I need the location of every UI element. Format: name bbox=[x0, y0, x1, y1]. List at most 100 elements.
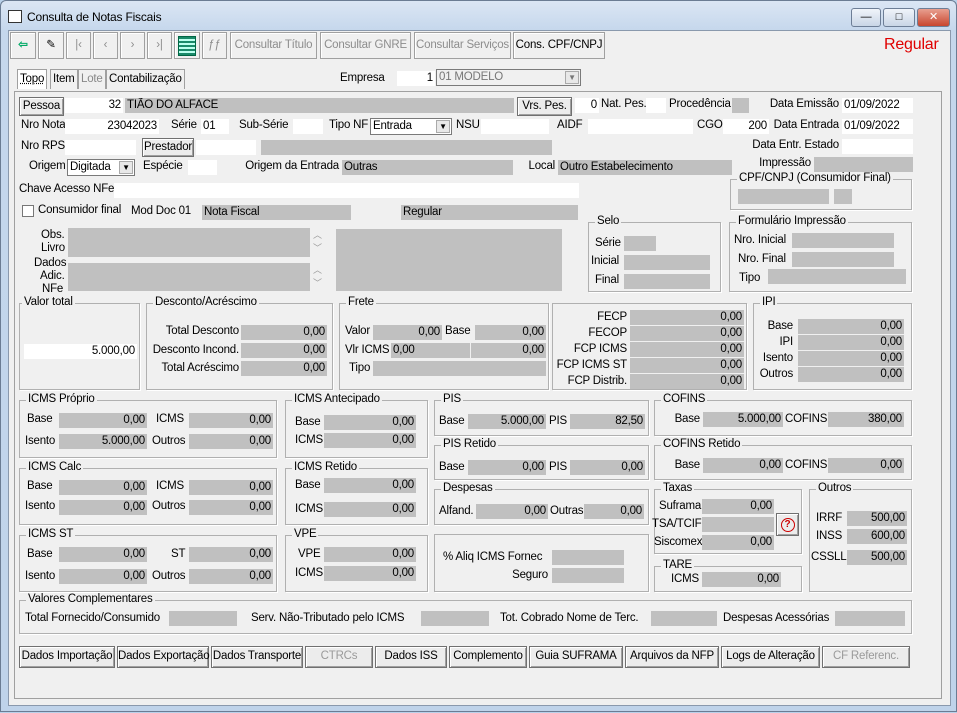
especie-field[interactable] bbox=[188, 160, 217, 175]
valor-total-field[interactable]: 5.000,00 bbox=[24, 344, 137, 359]
formulario-title: Formulário Impressão bbox=[736, 215, 848, 227]
cpf-group-title: CPF/CNPJ (Consumidor Final) bbox=[737, 172, 893, 184]
tab-lote[interactable]: Lote bbox=[78, 69, 106, 89]
consultar-servicos-button[interactable]: Consultar Serviços bbox=[414, 32, 511, 59]
taxas-group: Taxas bbox=[654, 482, 802, 554]
dados-adic-textarea[interactable] bbox=[68, 263, 310, 291]
mod-doc-label: Mod Doc 01 bbox=[131, 205, 192, 217]
disabled-icon[interactable]: ƒƒ bbox=[202, 32, 227, 59]
arquivos-nfp-button[interactable]: Arquivos da NFP bbox=[625, 646, 719, 668]
tab-item[interactable]: Item bbox=[50, 69, 78, 89]
despesas-title: Despesas bbox=[441, 482, 495, 494]
eraser-icon[interactable]: ✎ bbox=[38, 32, 64, 59]
exit-icon[interactable]: ⇦ bbox=[10, 32, 36, 59]
total-fornecido-field bbox=[169, 611, 237, 626]
sub-serie-field[interactable] bbox=[293, 119, 323, 134]
ipi-base-field: 0,00 bbox=[798, 319, 904, 334]
origem-label: Origem bbox=[29, 160, 66, 172]
origem-entrada-label: Origem da Entrada bbox=[245, 160, 339, 172]
empresa-select[interactable]: 01 MODELO ▼ bbox=[436, 69, 581, 86]
logs-alteracao-button[interactable]: Logs de Alteração bbox=[721, 646, 820, 668]
consultar-titulo-button[interactable]: Consultar Título bbox=[230, 32, 317, 59]
icms-antecipado-icms-label: ICMS bbox=[295, 434, 323, 446]
dados-transporte-button[interactable]: Dados Transporte bbox=[211, 646, 303, 668]
nro-rps-field[interactable] bbox=[65, 140, 136, 155]
nro-nota-field[interactable]: 23042023 bbox=[65, 119, 159, 134]
origem-select[interactable]: Digitada ▼ bbox=[67, 159, 135, 176]
vpe-vpe-field: 0,00 bbox=[324, 547, 416, 562]
icms-st-base-label: Base bbox=[27, 548, 53, 560]
prestador-code[interactable] bbox=[196, 140, 256, 155]
data-emissao-field[interactable]: 01/09/2022 bbox=[842, 98, 913, 113]
dados-exportacao-button[interactable]: Dados Exportação bbox=[117, 646, 210, 668]
help-button[interactable]: ? bbox=[776, 513, 799, 536]
last-record-icon[interactable]: ›| bbox=[147, 32, 172, 59]
adic-label: Adic. bbox=[40, 270, 65, 282]
pis-title: PIS bbox=[441, 393, 463, 405]
pessoa-button[interactable]: Pessoa bbox=[19, 97, 64, 116]
vrs-pes-button[interactable]: Vrs. Pes. bbox=[517, 97, 572, 116]
client-area: ⇦ ✎ |‹ ‹ › ›| ƒƒ Consultar Título Consul… bbox=[8, 30, 951, 706]
consumidor-final-label: Consumidor final bbox=[38, 204, 122, 216]
dados-scroll-icon[interactable]: ︿ ﹀ bbox=[313, 265, 322, 288]
nat-pes-field[interactable] bbox=[646, 98, 666, 113]
nat-pes-value[interactable]: 0 bbox=[575, 98, 599, 113]
cgo-field[interactable]: 200 bbox=[723, 119, 769, 134]
tipo-field bbox=[768, 269, 906, 284]
icms-st-isento-label: Isento bbox=[25, 570, 56, 582]
vpe-group: VPE bbox=[285, 528, 428, 592]
aidf-field[interactable] bbox=[588, 119, 693, 134]
cf-referenc-button[interactable]: CF Referenc. bbox=[822, 646, 910, 668]
prestador-button[interactable]: Prestador bbox=[142, 138, 194, 157]
previous-record-icon[interactable]: ‹ bbox=[93, 32, 118, 59]
icms-calc-icms-field: 0,00 bbox=[189, 480, 273, 495]
seguro-label: Seguro bbox=[512, 569, 548, 581]
guia-suframa-button[interactable]: Guia SUFRAMA bbox=[529, 646, 623, 668]
chave-field[interactable] bbox=[114, 183, 579, 198]
frete-vlr-icms-field-2: 0,00 bbox=[471, 343, 546, 358]
obs-scroll-icon[interactable]: ︿ ﹀ bbox=[313, 230, 322, 253]
first-record-icon[interactable]: |‹ bbox=[66, 32, 91, 59]
tab-contabilizacao[interactable]: Contabilização bbox=[106, 69, 185, 89]
maximize-button[interactable]: □ bbox=[883, 8, 915, 27]
serie-field[interactable]: 01 bbox=[201, 119, 229, 134]
ctrcs-button[interactable]: CTRCs bbox=[305, 646, 373, 668]
despesas-acessorias-field bbox=[835, 611, 905, 626]
grid-icon[interactable] bbox=[174, 32, 200, 59]
icms-proprio-outros-field: 0,00 bbox=[189, 434, 273, 449]
cons-cpf-cnpj-button[interactable]: Cons. CPF/CNPJ bbox=[513, 32, 605, 59]
empresa-code[interactable]: 1 bbox=[397, 71, 435, 86]
pis-base-label: Base bbox=[439, 415, 465, 427]
obs-textarea-2[interactable] bbox=[336, 229, 562, 291]
tab-topo[interactable]: Topo bbox=[17, 69, 48, 89]
consumidor-final-checkbox[interactable] bbox=[22, 205, 34, 217]
dados-iss-button[interactable]: Dados ISS bbox=[375, 646, 447, 668]
nsu-field[interactable] bbox=[481, 119, 549, 134]
total-acrescimo-label: Total Acréscimo bbox=[161, 362, 239, 374]
data-entrada-field[interactable]: 01/09/2022 bbox=[842, 119, 913, 134]
tot-cobrado-label: Tot. Cobrado Nome de Terc. bbox=[500, 612, 639, 624]
irrf-label: IRRF bbox=[816, 512, 843, 524]
minimize-button[interactable]: — bbox=[851, 8, 881, 27]
ipi-outros-label: Outros bbox=[759, 368, 794, 380]
origem-entrada-field: Outras bbox=[342, 160, 513, 175]
close-button[interactable]: ✕ bbox=[917, 8, 950, 27]
data-entr-estado-field[interactable] bbox=[842, 139, 913, 154]
consultar-gnre-button[interactable]: Consultar GNRE bbox=[320, 32, 411, 59]
icms-proprio-base-field: 0,00 bbox=[59, 413, 147, 428]
dados-importacao-button[interactable]: Dados Importação bbox=[19, 646, 115, 668]
cofins-retido-base-field: 0,00 bbox=[703, 458, 783, 473]
pessoa-name: TIÃO DO ALFACE bbox=[125, 98, 514, 113]
icms-st-st-field: 0,00 bbox=[189, 547, 273, 562]
complemento-button[interactable]: Complemento bbox=[449, 646, 527, 668]
next-record-icon[interactable]: › bbox=[120, 32, 145, 59]
icms-st-base-field: 0,00 bbox=[59, 547, 147, 562]
pessoa-code[interactable]: 32 bbox=[65, 98, 123, 113]
ipi-isento-field: 0,00 bbox=[798, 351, 904, 366]
icms-calc-group: ICMS Calc bbox=[19, 461, 277, 525]
obs-livro-textarea[interactable] bbox=[68, 228, 310, 257]
total-desconto-label: Total Desconto bbox=[165, 325, 239, 337]
tipo-nf-select[interactable]: Entrada ▼ bbox=[370, 118, 452, 135]
icms-st-outros-label: Outros bbox=[152, 570, 186, 582]
frete-valor-label: Valor bbox=[345, 325, 370, 337]
